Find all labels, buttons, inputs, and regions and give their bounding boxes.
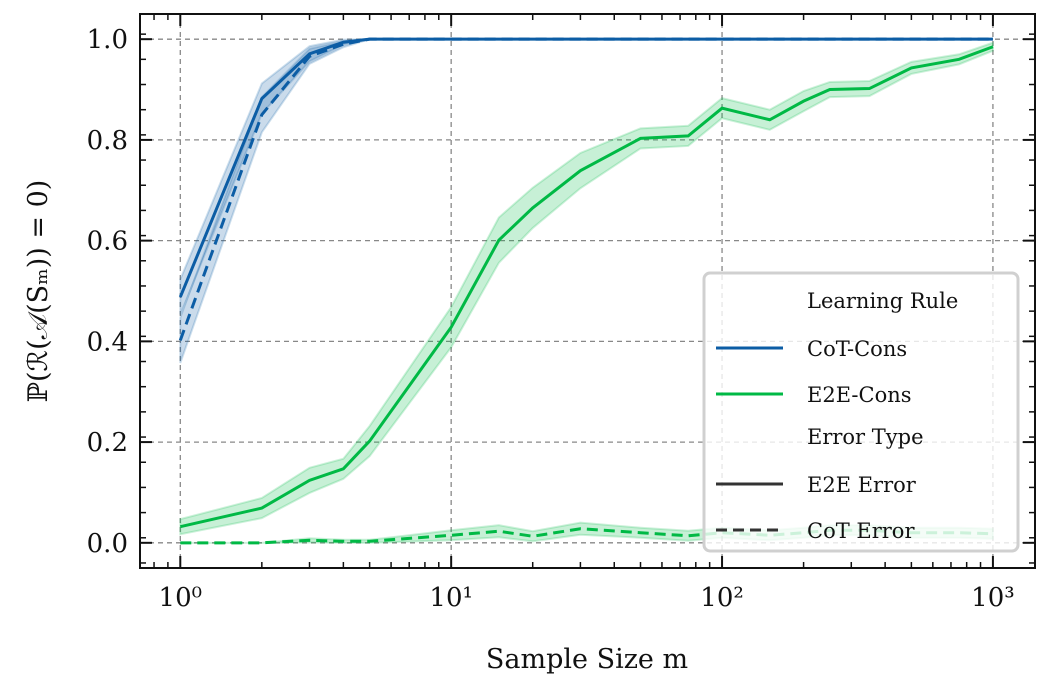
legend-label-cot-error: CoT Error <box>807 519 915 543</box>
line-E2E-Cons-dashed <box>180 527 993 545</box>
legend: Learning Rule CoT-Cons E2E-Cons Error Ty… <box>702 271 1020 553</box>
line-CoT-Cons-dashed <box>178 37 993 341</box>
x-tick-label: 10² <box>700 583 744 613</box>
legend-title-rule: Learning Rule <box>807 289 958 313</box>
y-tick-label: 0.4 <box>87 327 128 357</box>
legend-label-e2e-cons: E2E-Cons <box>807 383 912 407</box>
x-tick-label: 10¹ <box>429 583 473 613</box>
x-axis-label: Sample Size m <box>486 644 688 675</box>
x-tick-label: 10³ <box>971 583 1015 613</box>
legend-label-e2e-error: E2E Error <box>807 473 917 497</box>
y-tick-label: 0.2 <box>87 428 128 458</box>
legend-label-cot-cons: CoT-Cons <box>807 337 907 361</box>
y-tick-label: 0.8 <box>87 126 128 156</box>
axis-ticks <box>140 14 1035 568</box>
legend-box <box>702 271 1020 553</box>
y-tick-label: 0.0 <box>87 529 128 559</box>
band-E2E-Cons-solid <box>179 41 994 536</box>
x-tick-label: 10⁰ <box>159 583 203 613</box>
y-tick-label: 0.6 <box>87 227 128 257</box>
tick-labels: 10⁰ 10¹ 10² 10³ 0.0 0.2 0.4 0.6 0.8 1.0 <box>87 25 1015 613</box>
line-E2E-Cons-solid <box>179 45 994 529</box>
plot-frame <box>139 13 1036 569</box>
y-axis-label: ℙ(ℛ(𝒜(Sₘ)) = 0) <box>23 180 54 403</box>
series-lines <box>178 37 994 545</box>
y-tick-label: 1.0 <box>87 25 128 55</box>
legend-title-type: Error Type <box>807 425 924 449</box>
